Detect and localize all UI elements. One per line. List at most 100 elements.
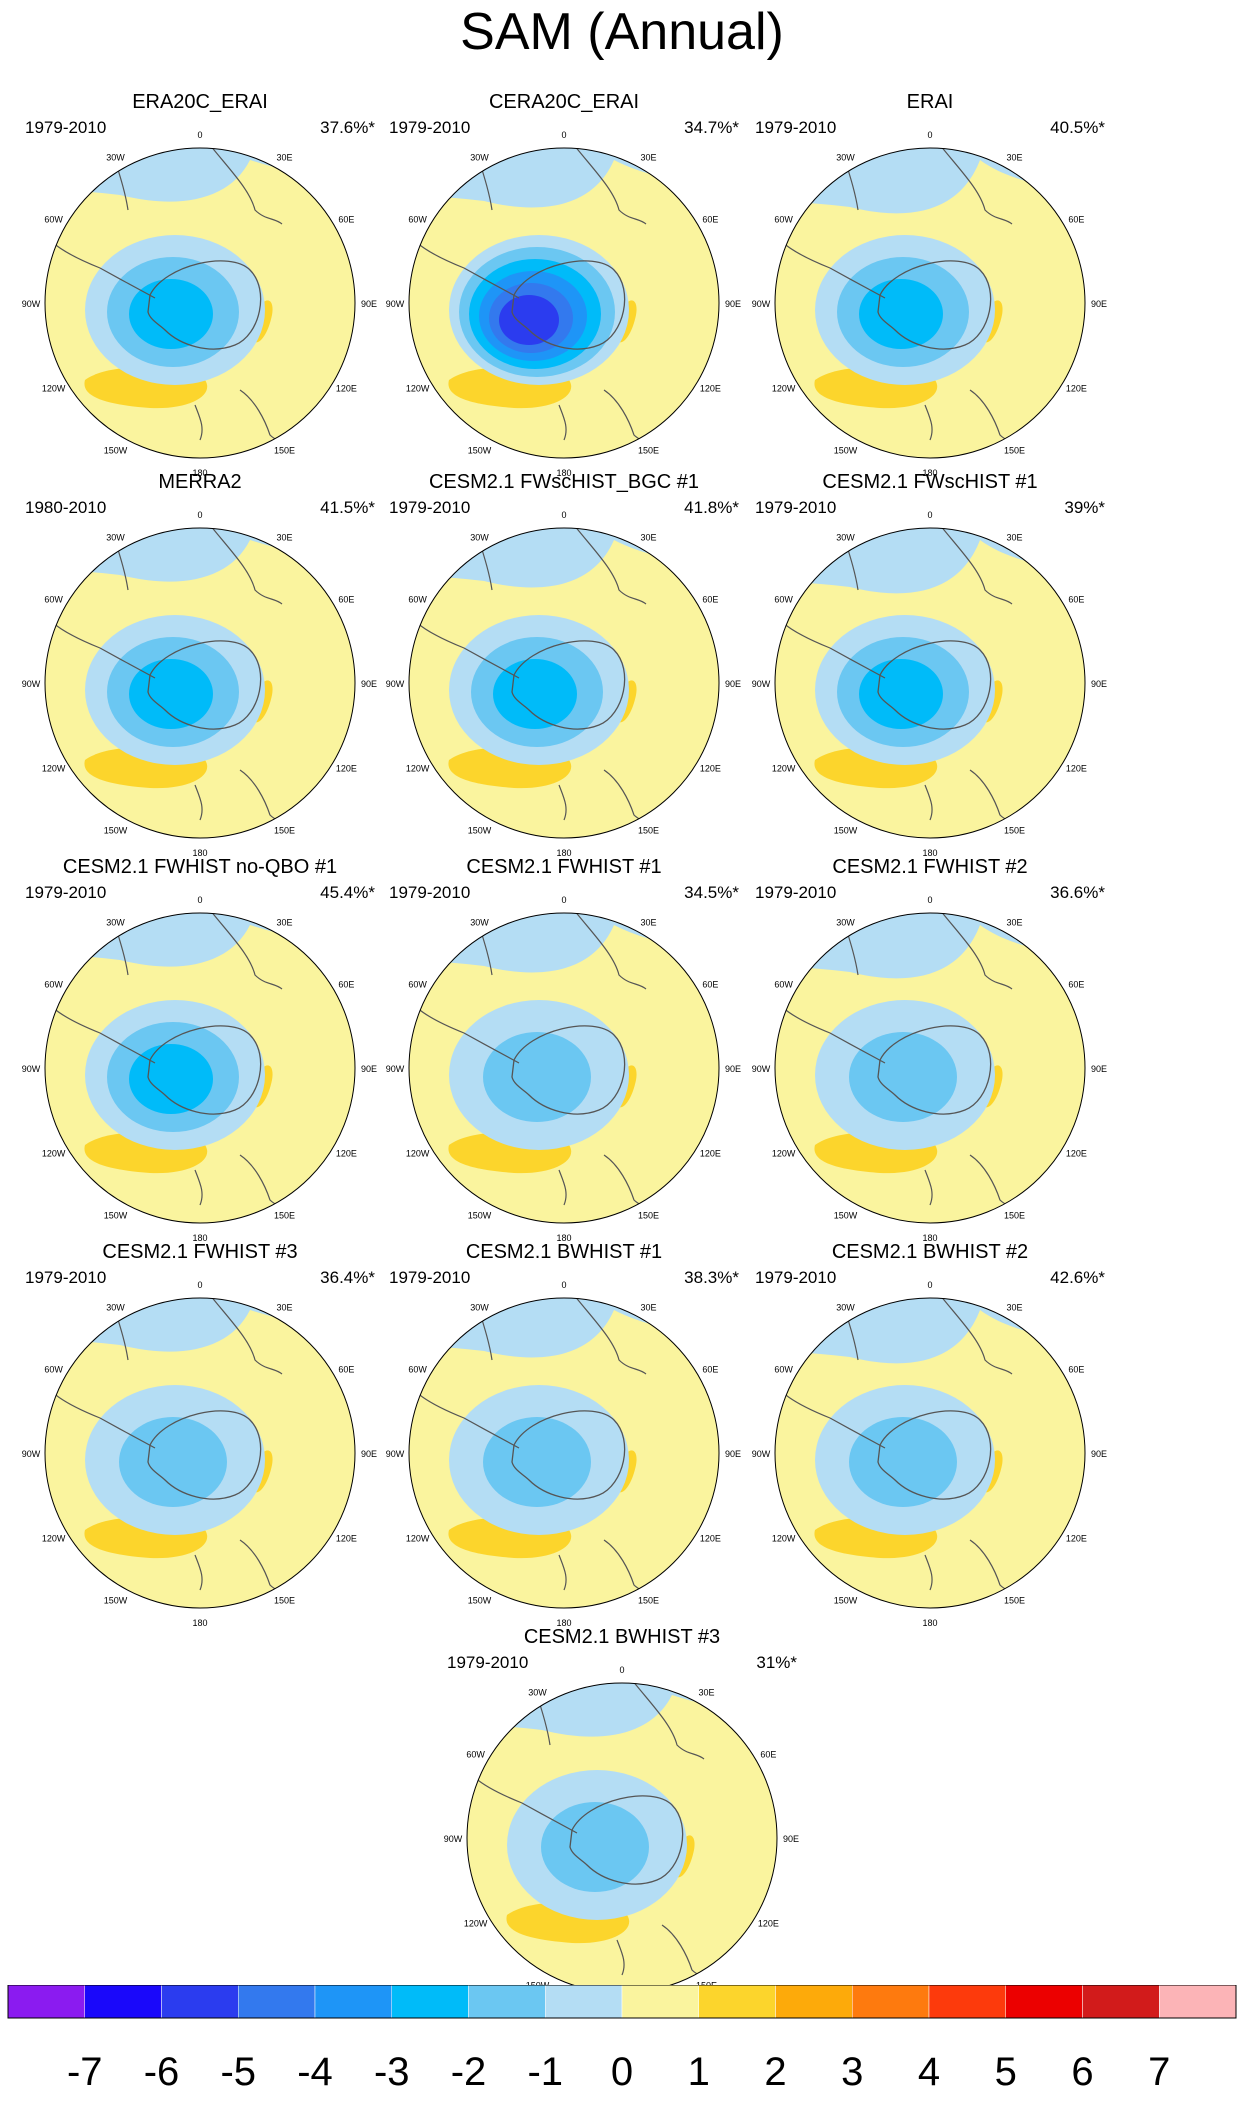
panel-title: CESM2.1 FWHIST #1 [466,856,662,878]
longitude-label: 0 [561,510,566,520]
longitude-label: 150E [274,445,295,455]
longitude-label: 30W [106,1303,125,1313]
longitude-label: 0 [927,1280,932,1290]
panel-variance-percent: 36.4%* [320,1268,375,1287]
panel-title: CESM2.1 BWHIST #3 [523,1626,721,1648]
longitude-label: 150E [638,445,659,455]
longitude-label: 180 [922,1618,937,1628]
longitude-label: 30W [470,153,489,163]
colorbar-label: 3 [841,2050,863,2094]
longitude-label: 30E [1006,918,1022,928]
colorbar-swatch [1082,1985,1160,2019]
panel-variance-percent: 41.5%* [320,498,375,517]
longitude-label: 30W [836,918,855,928]
map-boundary [408,912,720,1224]
map-boundary [44,912,356,1224]
negative-band-north [409,148,719,208]
longitude-label: 90E [361,1449,377,1459]
longitude-label: 90E [725,1449,741,1459]
longitude-label: 30W [106,153,125,163]
negative-band-north [409,1298,719,1358]
colorbar-swatch [852,1985,930,2019]
longitude-label: 180 [922,848,937,858]
longitude-label: 90W [386,299,405,309]
longitude-label: 150W [834,1595,858,1605]
longitude-label: 120E [336,764,357,774]
longitude-label: 60E [338,1365,354,1375]
negative-core-3 [493,659,577,729]
longitude-label: 60E [1068,980,1084,990]
longitude-label: 90E [783,1834,799,1844]
longitude-label: 120E [1066,1149,1087,1159]
longitude-label: 120W [772,1149,796,1159]
panel-period: 1979-2010 [25,1268,107,1287]
longitude-label: 60W [44,1365,63,1375]
longitude-label: 60W [774,980,793,990]
negative-core-3 [859,659,943,729]
longitude-label: 180 [556,1233,571,1243]
colorbar-label: 7 [1148,2050,1170,2094]
longitude-label: 120E [336,1534,357,1544]
negative-core-2 [849,1417,957,1507]
panel-variance-percent: 39%* [1064,498,1105,517]
map-panel: 0 30E 60E 90E 120E 150E 180 150W 120W 90W 60W 30W CE… [364,470,764,860]
map-boundary [408,147,720,459]
longitude-label: 120E [1066,764,1087,774]
longitude-label: 90E [725,299,741,309]
longitude-label: 0 [197,510,202,520]
colorbar-swatch [314,1985,392,2019]
negative-band-north [775,528,1085,594]
polar-map: 0 30E 60E 90E 120E 150E 180 150W 120W 90W 60W 30W [752,510,1107,858]
longitude-label: 120E [336,1149,357,1159]
polar-map: 0 30E 60E 90E 120E 150E 180 150W 120W 90W 60W 30W [386,130,741,478]
panel-period: 1979-2010 [755,883,837,902]
longitude-label: 120W [772,1534,796,1544]
panel-title: CESM2.1 BWHIST #1 [465,1241,663,1263]
colorbar-swatch [621,1985,699,2019]
colorbar-label: 5 [995,2050,1017,2094]
longitude-label: 150W [104,1595,128,1605]
longitude-label: 150E [1004,445,1025,455]
longitude-label: 90E [1091,299,1107,309]
longitude-label: 60W [408,980,427,990]
panel-variance-percent: 34.7%* [684,118,739,137]
colorbar-label: 6 [1071,2050,1093,2094]
polar-map: 0 30E 60E 90E 120E 150E 180 150W 120W 90W 60W 30W [386,510,741,858]
longitude-label: 30E [276,533,292,543]
longitude-label: 120E [758,1919,779,1929]
colorbar-swatch [1005,1985,1083,2019]
antarctica-coastline [877,260,992,350]
panel-period: 1979-2010 [25,883,107,902]
longitude-label: 150W [104,825,128,835]
longitude-label: 120W [406,1149,430,1159]
longitude-label: 90E [1091,679,1107,689]
longitude-label: 60E [760,1750,776,1760]
longitude-label: 150W [468,445,492,455]
colorbar-swatch [1159,1985,1237,2019]
longitude-label: 150E [1004,1210,1025,1220]
longitude-label: 90E [361,1064,377,1074]
longitude-label: 180 [192,1618,207,1628]
longitude-label: 120W [42,764,66,774]
colorbar-label: -6 [144,2050,180,2094]
panel-period: 1979-2010 [389,498,471,517]
negative-band-north [45,528,355,582]
map-boundary [774,527,1086,839]
longitude-label: 150W [468,825,492,835]
longitude-label: 180 [192,1233,207,1243]
map-panel: 0 30E 60E 90E 120E 150E 180 150W 120W 90W 60W 30W CE… [364,90,764,480]
longitude-label: 30W [470,1303,489,1313]
longitude-label: 120W [464,1919,488,1929]
colorbar-label: 2 [764,2050,786,2094]
longitude-label: 150E [1004,1595,1025,1605]
map-panel: 0 30E 60E 90E 120E 150E 180 150W 120W 90W 60W 30W CE… [0,1240,400,1630]
longitude-label: 30W [106,918,125,928]
longitude-label: 120W [406,384,430,394]
antarctica-coastline [877,1410,992,1500]
longitude-label: 60E [702,980,718,990]
colorbar-swatch [698,1985,776,2019]
colorbar-label: 4 [918,2050,940,2094]
longitude-label: 150W [834,825,858,835]
longitude-label: 30W [528,1688,547,1698]
longitude-label: 180 [556,468,571,478]
